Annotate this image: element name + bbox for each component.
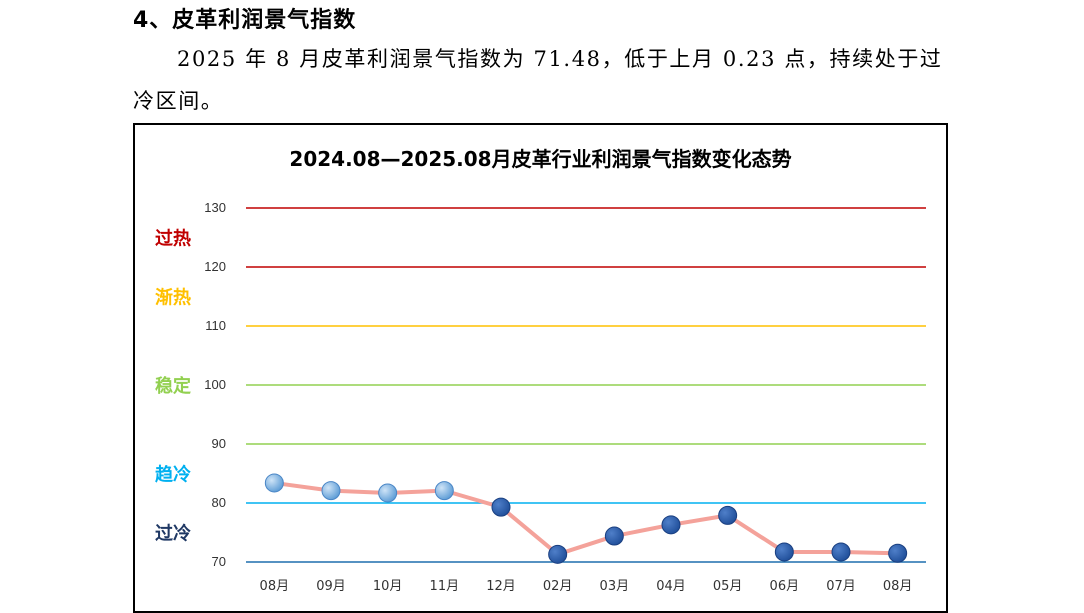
data-point — [264, 473, 284, 493]
x-tick-label: 03月 — [600, 579, 630, 594]
chart-title: 2024.08—2025.08月皮革行业利润景气指数变化态势 — [289, 147, 792, 171]
x-tick-label: 05月 — [713, 579, 743, 594]
zone-label: 过热 — [155, 228, 191, 250]
x-tick-label: 06月 — [770, 579, 800, 594]
zone-label: 渐热 — [155, 287, 191, 309]
chart-container: 2024.08—2025.08月皮革行业利润景气指数变化态势 130 120 110… — [133, 123, 948, 613]
x-tick-label: 04月 — [656, 579, 686, 594]
x-tick-label: 08月 — [883, 579, 913, 594]
zone-label: 过冷 — [155, 523, 191, 545]
x-tick-label: 08月 — [260, 579, 290, 594]
y-tick-label: 110 — [205, 318, 226, 333]
y-tick-label: 80 — [212, 495, 226, 510]
x-tick-label: 09月 — [316, 579, 346, 594]
data-point — [491, 497, 511, 517]
y-tick-label: 90 — [212, 436, 226, 451]
data-point — [888, 543, 908, 563]
data-point — [548, 544, 568, 564]
section-heading: 4、皮革利润景气指数 — [133, 8, 357, 33]
data-point — [378, 483, 398, 503]
zone-label: 稳定 — [155, 375, 191, 397]
y-tick-label: 130 — [204, 200, 226, 215]
data-point — [321, 481, 341, 501]
y-tick-label: 100 — [204, 377, 226, 392]
zone-label: 趋冷 — [155, 464, 191, 486]
y-tick-label: 70 — [212, 554, 226, 569]
x-tick-label: 11月 — [430, 579, 460, 594]
data-point — [604, 526, 624, 546]
series-line — [272, 480, 900, 557]
section-paragraph: 2025 年 8 月皮革利润景气指数为 71.48，低于上月 0.23 点，持续… — [133, 47, 943, 113]
data-point — [831, 542, 851, 562]
x-tick-label: 02月 — [543, 579, 573, 594]
x-tick-label: 12月 — [486, 579, 516, 594]
data-point — [774, 542, 794, 562]
x-tick-label: 10月 — [373, 579, 403, 594]
data-point — [718, 505, 738, 525]
x-tick-label: 07月 — [826, 579, 856, 594]
y-tick-label: 120 — [204, 259, 226, 274]
data-point — [661, 515, 681, 535]
data-point — [434, 481, 454, 501]
